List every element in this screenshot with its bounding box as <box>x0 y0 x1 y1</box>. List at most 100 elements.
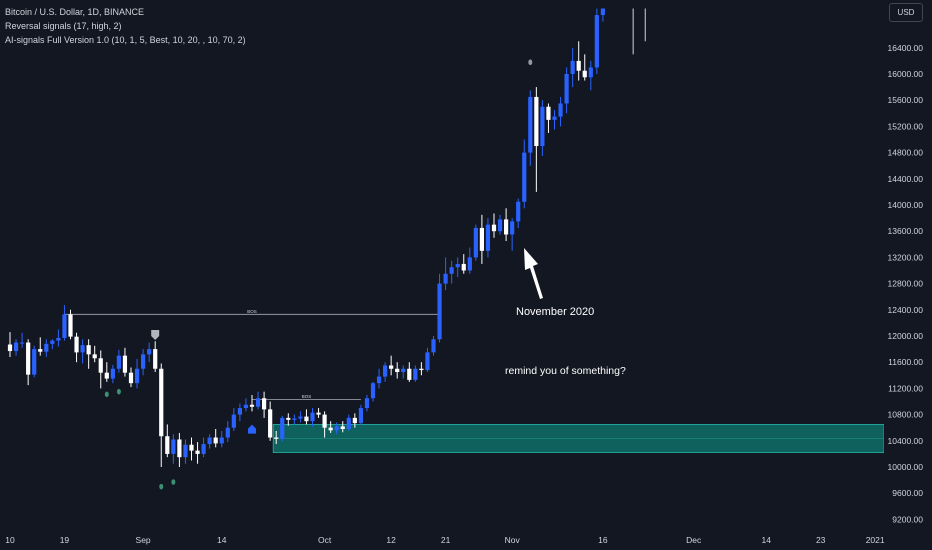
candle <box>358 404 363 426</box>
candle <box>528 90 533 166</box>
candle <box>80 339 85 364</box>
candle <box>383 362 388 382</box>
candle <box>376 368 382 389</box>
arrow-annotation-label: November 2020 <box>516 306 595 318</box>
candle-body <box>528 96 533 153</box>
candle <box>310 408 315 427</box>
candle <box>552 110 557 130</box>
candle <box>195 442 200 464</box>
price-tick-label: 10000.00 <box>888 462 924 472</box>
candle-body <box>153 349 158 369</box>
time-tick-label: 2021 <box>866 535 885 545</box>
candle-body <box>407 368 412 380</box>
candle-body <box>594 15 599 68</box>
candle-body <box>497 219 503 232</box>
candle <box>13 339 19 356</box>
time-tick-label: 10 <box>5 535 15 545</box>
candle-body <box>443 273 448 284</box>
candle <box>479 214 484 264</box>
candle-body <box>576 60 581 71</box>
candle-body <box>491 224 497 232</box>
time-tick-label: 16 <box>598 535 608 545</box>
signal-shield <box>151 330 160 340</box>
candle <box>189 437 194 461</box>
candle <box>461 254 466 274</box>
candle-body <box>552 116 557 120</box>
candle-body <box>540 106 545 147</box>
candle-body <box>122 355 128 373</box>
bos-label: BOS <box>302 394 312 399</box>
candle <box>201 437 206 458</box>
candle <box>467 247 472 274</box>
candle <box>255 391 261 410</box>
time-tick-label: 23 <box>816 535 826 545</box>
candle-body <box>504 219 509 235</box>
candle <box>268 401 273 441</box>
candle <box>32 345 37 378</box>
candle <box>116 349 121 373</box>
candle <box>262 391 267 418</box>
candle-body <box>219 437 224 444</box>
currency-button[interactable]: USD <box>889 3 923 22</box>
candle <box>558 96 563 127</box>
candle <box>237 403 242 422</box>
price-tick-label: 12400.00 <box>888 305 924 315</box>
candle-body <box>201 444 206 454</box>
bos-label: BOS <box>247 309 257 314</box>
candle <box>50 339 55 350</box>
candle-body <box>588 67 593 78</box>
legend-indicator-ai-signals[interactable]: AI-signals Full Version 1.0 (10, 1, 5, B… <box>5 35 246 45</box>
candle <box>110 364 115 384</box>
legend-indicator-reversal[interactable]: Reversal signals (17, high, 2) <box>5 21 122 31</box>
candle-body <box>522 152 527 202</box>
candle <box>322 411 327 438</box>
candle-body <box>74 336 79 353</box>
chart-legend: Bitcoin / U.S. Dollar, 1D, BINANCE Rever… <box>5 5 246 47</box>
candle <box>340 421 345 433</box>
candle <box>328 421 333 433</box>
candle <box>389 355 394 376</box>
candle-body <box>104 372 109 379</box>
candle-body <box>171 439 176 454</box>
time-tick-label: 21 <box>441 535 451 545</box>
candle <box>213 429 218 448</box>
price-tick-label: 11600.00 <box>888 357 923 367</box>
price-tick-label: 14400.00 <box>888 174 924 184</box>
candle <box>274 430 279 445</box>
candle-body <box>328 427 333 431</box>
candle <box>219 430 224 448</box>
annotation-arrow <box>524 248 543 299</box>
legend-symbol[interactable]: Bitcoin / U.S. Dollar, 1D, BINANCE <box>5 7 145 17</box>
candle <box>431 336 436 356</box>
candle <box>207 434 212 449</box>
time-tick-label: Oct <box>318 535 332 545</box>
price-tick-label: 16400.00 <box>888 43 924 53</box>
candle-body <box>461 263 466 271</box>
candle-body <box>510 221 515 235</box>
candle <box>298 411 303 423</box>
candle <box>316 408 321 418</box>
candle-body <box>68 314 73 337</box>
candle-body <box>473 227 478 258</box>
candle-body <box>413 368 418 380</box>
candle-body <box>455 263 460 268</box>
candle-body <box>32 349 37 375</box>
price-tick-label: 14000.00 <box>888 200 924 210</box>
candle <box>443 257 448 291</box>
candle-body <box>183 444 188 458</box>
candle-body <box>516 201 521 222</box>
candle <box>600 8 605 22</box>
candle <box>38 337 43 356</box>
candle <box>346 414 351 431</box>
candle <box>231 408 236 431</box>
candle-body <box>425 352 430 371</box>
candle <box>413 365 418 382</box>
candle-body <box>564 74 569 104</box>
candle-body <box>389 365 394 369</box>
price-tick-label: 15200.00 <box>888 121 924 131</box>
candle-body <box>7 344 13 352</box>
candle <box>455 257 460 278</box>
candle-body <box>449 267 454 274</box>
